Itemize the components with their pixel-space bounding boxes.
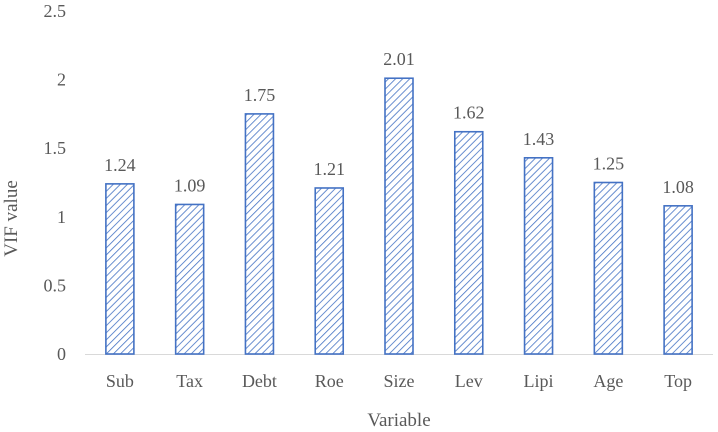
x-tick-label-tax: Tax [176, 371, 203, 391]
x-tick-label-lipi: Lipi [524, 371, 554, 391]
y-tick-label: 2 [57, 70, 66, 90]
data-label-lev: 1.62 [453, 103, 485, 123]
y-tick-label: 1 [57, 207, 66, 227]
bar-debt [244, 113, 275, 355]
bar-sub [105, 183, 135, 355]
x-tick-label-lev: Lev [455, 371, 483, 391]
x-tick-label-age: Age [593, 371, 623, 391]
bar-tax [174, 203, 205, 355]
data-label-roe: 1.21 [313, 159, 345, 179]
bar-top [663, 205, 693, 355]
bar-roe [314, 187, 345, 355]
bar-lev [453, 130, 484, 355]
data-label-top: 1.08 [662, 177, 694, 197]
y-tick-label: 2.5 [44, 1, 67, 21]
data-label-lipi: 1.43 [523, 129, 555, 149]
data-label-age: 1.25 [593, 154, 625, 174]
y-tick-label: 0 [57, 344, 66, 364]
x-tick-label-roe: Roe [315, 371, 344, 391]
data-label-tax: 1.09 [174, 175, 206, 195]
data-labels: 1.24 1.09 1.75 1.21 2.01 1.62 1.43 1.25 1.08 [104, 49, 694, 197]
data-label-sub: 1.24 [104, 155, 136, 175]
x-axis-title: Variable [367, 410, 430, 431]
y-tick-label: 1.5 [44, 138, 67, 158]
x-tick-label-debt: Debt [242, 371, 277, 391]
x-tick-label-top: Top [664, 371, 692, 391]
bar-size [384, 77, 414, 355]
y-tick-label: 0.5 [44, 275, 67, 295]
bar-lipi [523, 157, 554, 355]
y-axis-title: VIF value [1, 180, 22, 257]
data-label-debt: 1.75 [244, 85, 276, 105]
bar-series [105, 77, 693, 355]
bar-age [593, 181, 624, 355]
x-axis-labels: Sub Tax Debt Roe Size Lev Lipi Age Top [106, 371, 692, 391]
x-tick-label-size: Size [384, 371, 415, 391]
y-axis-ticks: 0 0.5 1 1.5 2 2.5 [44, 1, 67, 364]
x-tick-label-sub: Sub [106, 371, 134, 391]
data-label-size: 2.01 [383, 49, 415, 69]
